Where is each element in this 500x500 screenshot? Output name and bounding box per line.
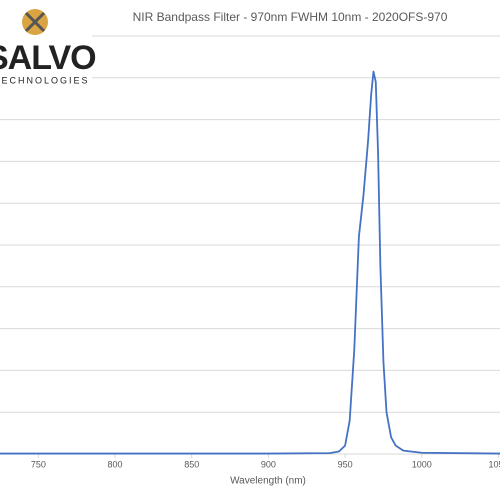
x-tick-label: 950	[338, 459, 353, 469]
logo-cross	[24, 11, 46, 33]
chart-title: NIR Bandpass Filter - 970nm FWHM 10nm - …	[133, 10, 448, 24]
x-tick-label: 800	[108, 459, 123, 469]
data-line	[0, 70, 500, 455]
x-tick-label: 750	[31, 459, 46, 469]
plot-area: 750 800 850 900 950 1000 1050	[0, 35, 500, 469]
x-tick-label: 900	[261, 459, 276, 469]
x-tick-label: 1050	[488, 459, 500, 469]
logo-name: SALVO	[0, 39, 96, 77]
x-axis-label: Wavelength (nm)	[230, 476, 306, 487]
x-tick-label: 1000	[412, 459, 432, 469]
x-tick-label: 850	[184, 459, 199, 469]
logo-tagline: TECHNOLOGIES	[0, 75, 90, 85]
logo: SALVO TECHNOLOGIES	[0, 0, 97, 90]
logo-background	[0, 0, 92, 90]
